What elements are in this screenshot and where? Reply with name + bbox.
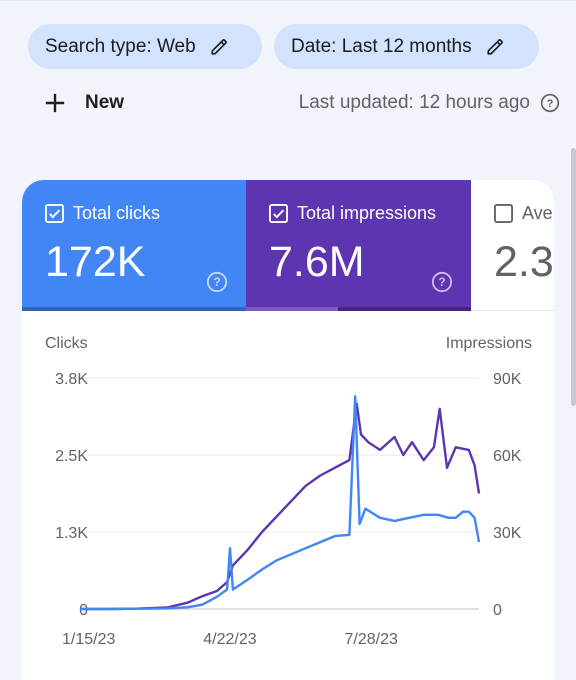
metric-label: Average CTR [522,203,554,223]
unchecked-checkbox-icon[interactable] [494,204,513,223]
right-axis-tick-label: 0 [493,602,502,619]
help-icon[interactable]: ? [540,93,560,113]
new-filter-button[interactable]: New [44,88,124,118]
new-button-label: New [85,92,125,113]
right-axis-tick-label: 90K [493,371,522,388]
series-line-clicks [80,394,481,611]
left-axis-tick-label: 2.5K [55,448,88,465]
right-axis-tick-label: 30K [493,525,522,542]
x-axis-tick-label: 4/22/23 [203,631,256,648]
date-range-filter-chip[interactable]: Date: Last 12 months [274,24,539,69]
checked-checkbox-icon[interactable] [269,204,288,223]
top-divider [0,0,576,1]
metric-label: Total impressions [297,203,437,223]
search-type-filter-chip[interactable]: Search type: Web [28,24,262,69]
series-line-impressions [80,402,481,611]
metric-tab-average-ctr[interactable]: Average CTR 2.3 [471,180,554,311]
last-updated-status: Last updated: 12 hours ago ? [299,88,560,118]
help-icon[interactable]: ? [431,271,453,293]
search-type-filter-label: Search type: Web [45,35,196,57]
left-axis-tick-label: 3.8K [55,371,88,388]
metric-value: 2.3 [494,238,554,286]
performance-card: Total clicks 172K ? Total impressions 7.… [22,180,554,680]
edit-pencil-icon[interactable] [210,38,228,56]
svg-text:?: ? [547,98,554,110]
selection-indicator [246,307,471,311]
x-axis-tick-label: 7/28/23 [345,631,398,648]
plus-icon [45,93,65,113]
date-range-filter-label: Date: Last 12 months [291,35,472,57]
edit-pencil-icon[interactable] [486,38,504,56]
metric-value: 7.6M [269,238,365,286]
scrollbar[interactable] [571,148,576,406]
metric-value: 172K [45,238,146,286]
left-axis-tick-label: 1.3K [55,525,88,542]
x-axis-tick-label: 1/15/23 [62,631,115,648]
selection-indicator-highlight [246,307,338,311]
selection-indicator [22,307,246,311]
help-icon[interactable]: ? [206,271,228,293]
metric-tab-total-clicks[interactable]: Total clicks 172K ? [22,180,246,311]
metric-label: Total clicks [73,203,161,223]
last-updated-text: Last updated: 12 hours ago [298,92,530,113]
svg-text:?: ? [213,275,220,289]
svg-text:?: ? [438,275,445,289]
right-axis-title: Impressions [446,335,532,352]
checked-checkbox-icon[interactable] [45,204,64,223]
performance-chart: Clicks Impressions 0 0 1.3K 30K 2.5K 60K 3.8K 9… [45,335,532,648]
metric-tab-total-impressions[interactable]: Total impressions 7.6M ? [246,180,471,311]
right-axis-tick-label: 60K [493,448,522,465]
left-axis-title: Clicks [45,335,88,352]
left-axis-tick-label: 0 [79,602,88,619]
